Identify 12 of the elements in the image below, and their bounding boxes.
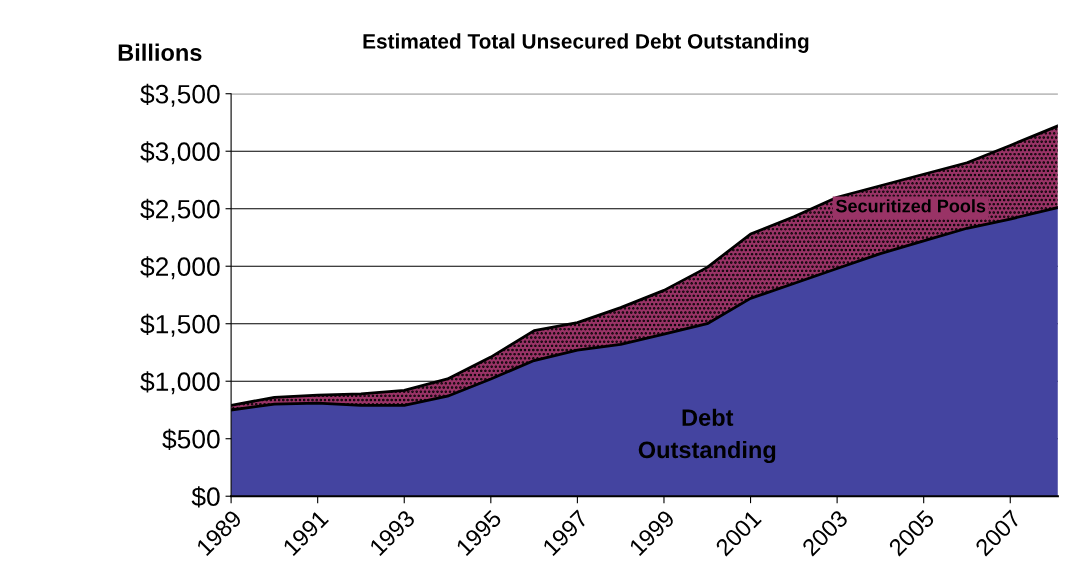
y-tick-label: $500 — [162, 428, 220, 451]
y-axis-title: Billions — [118, 43, 202, 61]
series-label: Debt Outstanding — [638, 408, 776, 464]
y-tick-label: $3,000 — [140, 141, 220, 165]
chart-title: Estimated Total Unsecured Debt Outstanding — [363, 33, 809, 53]
y-tick-label: $3,500 — [140, 83, 220, 107]
series-label: Securitized Pools — [835, 199, 986, 213]
y-tick-label: $2,000 — [140, 256, 220, 280]
y-tick-label: $0 — [191, 486, 220, 508]
y-tick-label: $1,000 — [140, 371, 220, 395]
y-tick-label: $2,500 — [140, 198, 220, 222]
y-tick-label: $1,500 — [140, 313, 220, 337]
